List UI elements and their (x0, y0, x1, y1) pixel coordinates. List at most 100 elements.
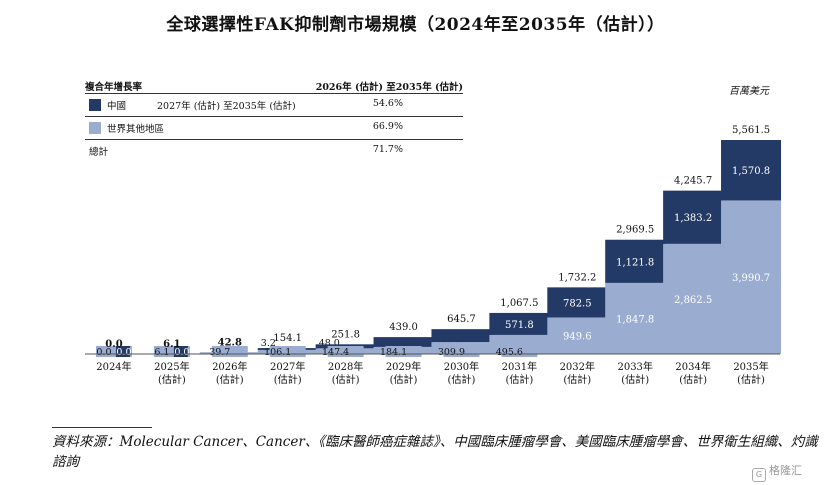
data-label-rest-of-world: 6.1 (154, 347, 169, 358)
legend-label-china: 中國 (107, 101, 127, 112)
data-label-china: 782.5 (563, 298, 592, 309)
cagr-row-total: 總計 71.7% (85, 140, 463, 162)
data-label-bg-rest-of-world (385, 346, 422, 357)
x-tick-label: (估計) (158, 373, 186, 386)
data-label-china: 571.8 (505, 320, 534, 331)
watermark-logo-icon: G (752, 468, 766, 482)
x-tick-label: 2026年 (212, 360, 247, 373)
total-label: 439.0 (389, 322, 418, 333)
data-label-china: 3.2 (261, 338, 276, 349)
x-tick-label: (估計) (332, 373, 360, 386)
x-tick-label: 2024年 (96, 360, 131, 373)
data-label-china: 1,383.2 (674, 213, 712, 224)
data-label-bg-china (173, 346, 188, 357)
data-label-rest-of-world: 2,862.5 (674, 295, 712, 306)
data-label-bg-rest-of-world (153, 346, 190, 357)
x-tick-label: (估計) (390, 373, 418, 386)
bar-rest-of-world (663, 243, 724, 354)
data-label-china: 1,121.8 (616, 257, 654, 268)
data-label-rest-of-world: 147.4 (322, 347, 349, 358)
data-label-bg-rest-of-world (327, 346, 364, 357)
cagr-row-china-value: 54.6% (372, 98, 403, 109)
cagr-row-china: 中國 2027年 (估計) 至2035年 (估計) 54.6% (85, 94, 463, 117)
x-tick-label: 2030年 (444, 360, 479, 373)
data-label-rest-of-world: 106.1 (264, 347, 291, 358)
cagr-table-header: 複合年增長率 2026年 (估計) 至2035年 (估計) (85, 79, 463, 94)
x-tick-label: 2027年 (270, 360, 305, 373)
data-label-bg-rest-of-world (501, 346, 538, 357)
data-label-bg-rest-of-world (269, 346, 306, 357)
data-label-china: 1,570.8 (732, 166, 770, 177)
total-label: 6.1 (163, 339, 180, 350)
source-note: 資料來源：Molecular Cancer、Cancer、《臨床醫師癌症雜誌》、… (52, 434, 818, 470)
x-tick-label: (估計) (274, 373, 302, 386)
bar-china (605, 239, 666, 283)
x-tick-label: 2031年 (502, 360, 537, 373)
bar-china (489, 312, 550, 335)
total-label: 1,732.2 (558, 272, 596, 283)
bar-rest-of-world (721, 200, 782, 354)
chart-title: 全球選擇性FAK抑制劑市場規模（2024年至2035年（估計）） (166, 15, 665, 35)
cagr-row-row-value: 66.9% (372, 121, 403, 132)
data-label-rest-of-world: 309.9 (438, 347, 465, 358)
data-label-rest-of-world: 39.7 (209, 347, 230, 358)
total-label: 4,245.7 (674, 176, 712, 187)
data-label-rest-of-world: 495.6 (496, 347, 523, 358)
x-tick-label: 2032年 (560, 360, 595, 373)
watermark: G 格隆汇 (752, 462, 802, 482)
bar-china (663, 190, 724, 244)
data-label-rest-of-world: 1,847.8 (616, 314, 654, 325)
data-label-china: 0.0 (116, 347, 131, 358)
data-label-rest-of-world: 949.6 (563, 332, 592, 343)
x-tick-label: (估計) (679, 373, 707, 386)
bar-china (431, 329, 492, 343)
data-label-bg-rest-of-world (443, 346, 480, 357)
x-tick-label: 2029年 (386, 360, 421, 373)
legend-swatch-china (89, 99, 101, 111)
x-tick-label: (估計) (563, 373, 591, 386)
data-label-rest-of-world: 184.1 (380, 347, 407, 358)
data-label-rest-of-world: 0.0 (96, 347, 111, 358)
total-label: 251.8 (331, 329, 360, 340)
cagr-row-total-value: 71.7% (372, 144, 403, 155)
x-tick-label: 2033年 (617, 360, 652, 373)
cagr-row-china-period: 2027年 (估計) 至2035年 (估計) (157, 101, 296, 112)
total-label: 42.8 (218, 337, 242, 348)
data-label-rest-of-world: 3,990.7 (732, 273, 770, 284)
cagr-row-total-label: 總計 (89, 147, 109, 158)
total-label: 645.7 (447, 314, 476, 325)
total-label: 5,561.5 (732, 125, 770, 136)
x-tick-label: (估計) (448, 373, 476, 386)
data-label-bg-china (115, 346, 130, 357)
cagr-table: 複合年增長率 2026年 (估計) 至2035年 (估計) 中國 2027年 (… (85, 79, 463, 162)
x-tick-label: 2025年 (154, 360, 189, 373)
source-divider (52, 427, 152, 428)
x-tick-label: 2034年 (675, 360, 710, 373)
total-label: 154.1 (273, 333, 302, 344)
cagr-header-period: 2026年 (估計) 至2035年 (估計) (315, 82, 463, 93)
bar-china (721, 140, 782, 201)
bar-rest-of-world (605, 282, 666, 354)
bar-china (373, 337, 434, 347)
x-tick-label: (估計) (505, 373, 533, 386)
unit-label: 百萬美元 (729, 86, 769, 97)
cagr-row-row: 世界其他地區 66.9% (85, 117, 463, 140)
bar-china (547, 287, 608, 318)
total-label: 1,067.5 (500, 298, 538, 309)
x-tick-label: 2028年 (328, 360, 363, 373)
bar-rest-of-world (547, 317, 608, 354)
x-tick-label: 2035年 (733, 360, 768, 373)
total-label: 0.0 (105, 339, 122, 350)
x-tick-label: (估計) (621, 373, 649, 386)
legend-label-rest-of-world: 世界其他地區 (107, 124, 165, 135)
x-tick-label: (估計) (737, 373, 765, 386)
data-label-bg-rest-of-world (211, 346, 248, 357)
total-label: 2,969.5 (616, 225, 654, 236)
cagr-header-label: 複合年增長率 (85, 82, 143, 93)
data-label-china: 48.0 (319, 338, 340, 349)
x-tick-label: (估計) (216, 373, 244, 386)
legend-swatch-rest-of-world (89, 122, 101, 134)
data-label-bg-rest-of-world (95, 346, 132, 357)
data-label-china: 0.0 (174, 347, 189, 358)
